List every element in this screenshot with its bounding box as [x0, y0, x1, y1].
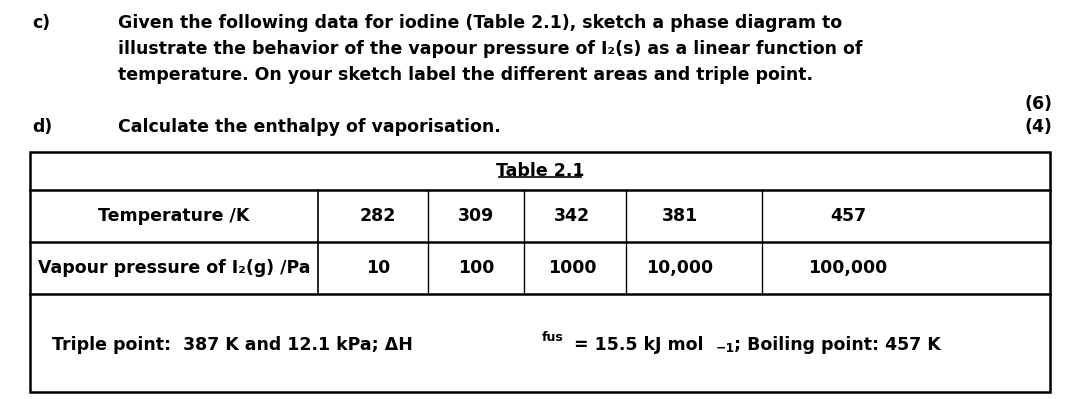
Text: Triple point:  387 K and 12.1 kPa; ΔH: Triple point: 387 K and 12.1 kPa; ΔH — [52, 336, 413, 354]
Text: 282: 282 — [360, 207, 396, 225]
Text: fus: fus — [542, 331, 564, 344]
Text: Vapour pressure of I₂(g) /Pa: Vapour pressure of I₂(g) /Pa — [38, 259, 310, 277]
Text: 10: 10 — [366, 259, 390, 277]
Text: 1000: 1000 — [548, 259, 596, 277]
Text: 457: 457 — [829, 207, 866, 225]
Text: 342: 342 — [554, 207, 590, 225]
Text: temperature. On your sketch label the different areas and triple point.: temperature. On your sketch label the di… — [118, 66, 813, 84]
Text: Calculate the enthalpy of vaporisation.: Calculate the enthalpy of vaporisation. — [118, 118, 501, 136]
Text: d): d) — [32, 118, 52, 136]
Text: 100,000: 100,000 — [808, 259, 888, 277]
Text: ; Boiling point: 457 K: ; Boiling point: 457 K — [734, 336, 941, 354]
Text: = 15.5 kJ mol: = 15.5 kJ mol — [568, 336, 703, 354]
Text: 381: 381 — [662, 207, 698, 225]
Text: −1: −1 — [716, 342, 735, 355]
Text: illustrate the behavior of the vapour pressure of I₂(s) as a linear function of: illustrate the behavior of the vapour pr… — [118, 40, 863, 58]
Text: 10,000: 10,000 — [647, 259, 714, 277]
Text: Temperature /K: Temperature /K — [98, 207, 249, 225]
Text: (4): (4) — [1024, 118, 1052, 136]
Bar — [30, 152, 1050, 392]
Text: Given the following data for iodine (Table 2.1), sketch a phase diagram to: Given the following data for iodine (Tab… — [118, 14, 842, 32]
Text: (6): (6) — [1024, 95, 1052, 113]
Text: c): c) — [32, 14, 50, 32]
Text: 309: 309 — [458, 207, 495, 225]
Text: Table 2.1: Table 2.1 — [496, 162, 584, 180]
Text: 100: 100 — [458, 259, 495, 277]
